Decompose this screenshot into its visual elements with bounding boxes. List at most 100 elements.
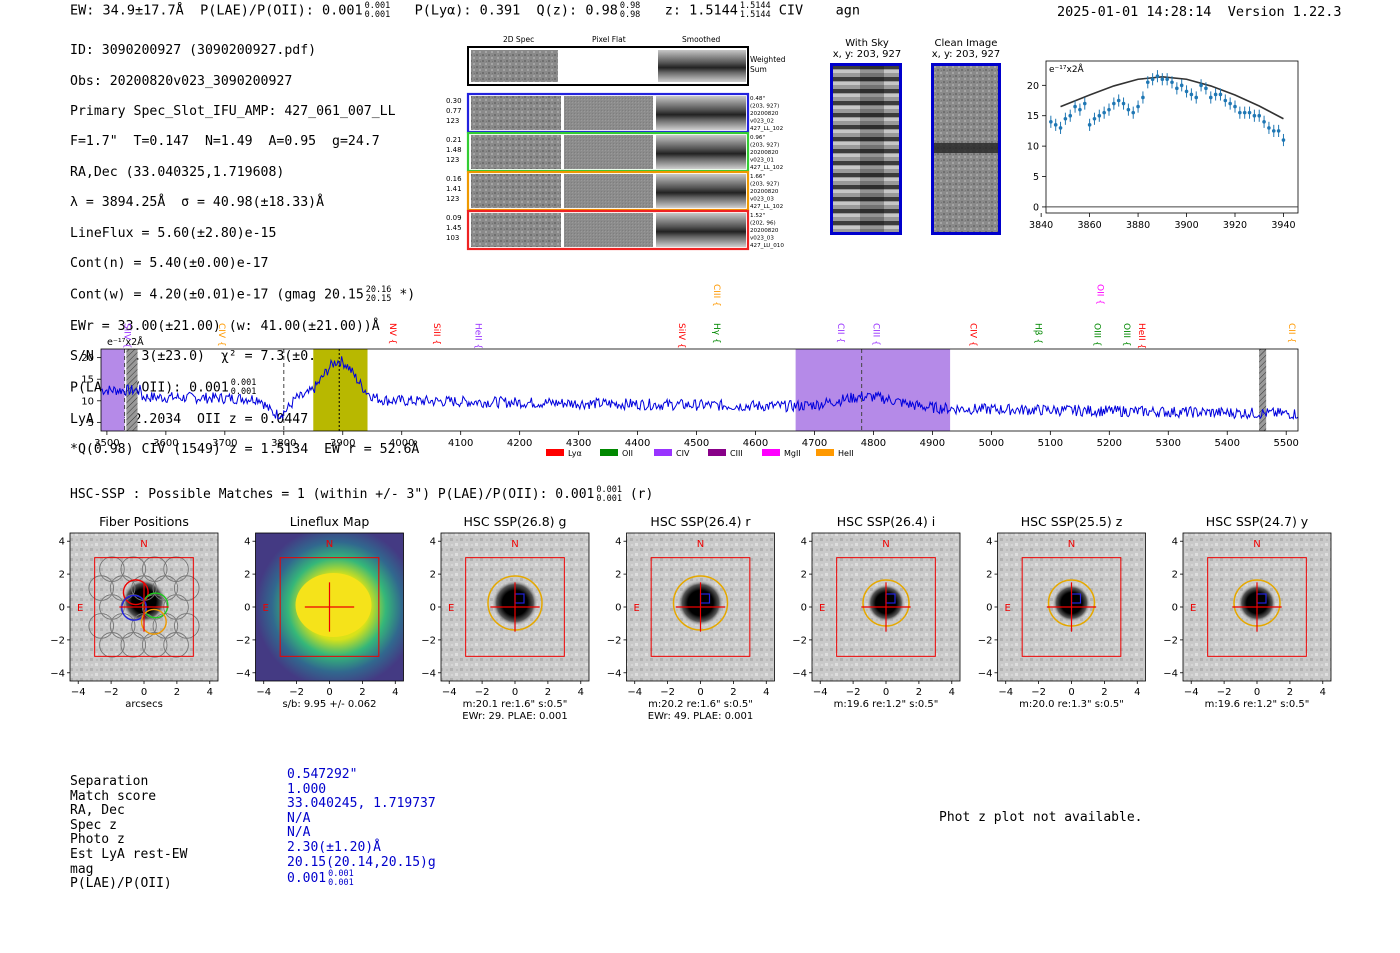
zoom-ytick-label-10: 10 <box>1027 142 1039 153</box>
wide-xtick-label-4000: 4000 <box>389 438 414 449</box>
spec2d-row-b-3: 1.45 <box>446 224 462 232</box>
wide-hatch-right <box>1259 349 1267 431</box>
wide-legend-swatch-1 <box>600 449 618 456</box>
zoom-point-25 <box>1170 80 1174 85</box>
cutout-xtick-label-5-3: 2 <box>1101 687 1107 698</box>
spec2d-row-meta-0-3: v023_02 <box>750 119 774 125</box>
spec2d-row-meta-1-4: 427_LL_102 <box>750 165 783 171</box>
wide-xtick-label-5300: 5300 <box>1156 438 1181 449</box>
zoom-point-46 <box>1271 129 1276 133</box>
cutout-ytick-label-6-1: −2 <box>1163 635 1178 646</box>
cutout-ytick-label-5-0: −4 <box>978 668 993 679</box>
spec2d-panel: 2D Spec Pixel Flat Smoothed Weighted Sum… <box>446 35 786 251</box>
cutout-caption2-3: EWr: 49. PLAE: 0.001 <box>648 711 754 722</box>
cutout-ytick-label-5-4: 4 <box>986 537 992 548</box>
match-label-0: Separation <box>70 774 149 789</box>
cutout-ytick-label-1-0: −4 <box>236 668 251 679</box>
cutout-ytick-label-4-4: 4 <box>801 537 807 548</box>
cutout-ytick-label-1-2: 0 <box>244 603 250 614</box>
zoom-chart-unit: e⁻¹⁷x2Å <box>1049 63 1085 75</box>
zoom-point-22 <box>1155 74 1160 78</box>
zoom-point-32 <box>1204 86 1208 91</box>
zoom-point-29 <box>1189 92 1194 97</box>
cutout-xtick-label-2-0: −4 <box>442 687 457 698</box>
wide-line-label-9: CIII { <box>870 323 880 346</box>
spec2d-row-meta-2-3: v023_03 <box>750 197 774 203</box>
cutout-xtick-label-3-3: 2 <box>730 687 736 698</box>
cutout-compass-n-3: N <box>697 539 704 550</box>
cutout-xtick-label-2-1: −2 <box>475 687 490 698</box>
cutout-ytick-label-4-0: −4 <box>792 668 807 679</box>
cutout-caption-6: m:19.6 re:1.2" s:0.5" <box>1205 699 1310 710</box>
cutout-xtick-label-1-0: −4 <box>256 687 271 698</box>
zoom-point-30 <box>1194 95 1199 100</box>
spec2d-row-smooth-0 <box>656 96 746 130</box>
info-plae: P(LAE)/P(OII): 0.001 0.001 0.001 <box>70 378 257 397</box>
wide-xtick-label-5200: 5200 <box>1097 438 1122 449</box>
cutout-ytick-label-0-2: 0 <box>59 603 65 614</box>
spec2d-weighted-row <box>467 46 749 86</box>
wide-legend-swatch-5 <box>816 449 834 456</box>
cutout-ytick-label-2-3: 2 <box>430 570 436 581</box>
header-plae: P(LAE)/P(OII): 0.001 <box>200 2 363 19</box>
fiber-18 <box>120 632 147 658</box>
wide-legend-label-1: OII <box>622 449 633 458</box>
cutout-xtick-label-6-3: 2 <box>1287 687 1293 698</box>
zoom-point-3 <box>1063 116 1068 121</box>
wide-band-siiv <box>101 349 125 431</box>
zoom-point-1 <box>1053 123 1058 127</box>
wide-xtick-label-3500: 3500 <box>94 438 119 449</box>
zoom-point-7 <box>1082 101 1087 106</box>
match-value-1: 1.000 <box>287 781 327 797</box>
zoom-point-44 <box>1262 120 1266 124</box>
cutout-ytick-label-2-0: −4 <box>421 668 436 679</box>
spec2d-row-b-2: 1.41 <box>446 185 462 193</box>
match-label-4: Photo z <box>70 832 125 848</box>
cutout-xtick-label-6-0: −4 <box>1184 687 1199 698</box>
info-params: F=1.7" T=0.147 N=1.49 A=0.95 g=24.7 <box>70 134 380 150</box>
wide-ytick-label-5: 5 <box>88 418 94 429</box>
zoom-point-13 <box>1112 101 1116 106</box>
zoom-point-31 <box>1199 83 1203 88</box>
info-ewr: EWr = 33.00(±21.00) (w: 41.00(±21.00))Å <box>70 318 380 334</box>
zoom-point-35 <box>1218 92 1223 97</box>
wide-xtick-label-4700: 4700 <box>802 438 827 449</box>
cutout-ytick-label-4-3: 2 <box>801 570 807 581</box>
cutout-xtick-label-3-1: −2 <box>660 687 675 698</box>
match-label-3: Spec z <box>70 817 117 833</box>
spec2d-row-meta-0-1: (203, 927) <box>750 104 779 110</box>
spec2d-col-pixelflat: Pixel Flat <box>592 35 626 44</box>
wide-line-label-15: HeII { <box>1136 323 1146 349</box>
cutout-ytick-label-0-3: 2 <box>59 570 65 581</box>
zoom-point-34 <box>1213 92 1218 97</box>
cutout-title-5: HSC SSP(25.5) z <box>1021 514 1123 529</box>
cutout-caption2-2: EWr: 29. PLAE: 0.001 <box>462 711 568 722</box>
spec2d-row-flat-1 <box>564 135 653 169</box>
header-ew: EW: 34.9±17.7Å <box>70 2 184 19</box>
fiber-17 <box>163 556 189 582</box>
cutout-ytick-label-0-4: 4 <box>59 537 65 548</box>
header-plya: P(Lyα): 0.391 <box>414 2 521 19</box>
cutout-aperture-0 <box>94 557 194 657</box>
zoom-point-14 <box>1116 98 1121 103</box>
zoom-xtick-label-3880: 3880 <box>1126 220 1150 231</box>
cutout-aperture-6 <box>1207 557 1307 657</box>
cutout-title-0: Fiber Positions <box>99 514 189 529</box>
cutout-ytick-label-1-3: 2 <box>244 570 250 581</box>
wide-xtick-label-3600: 3600 <box>153 438 178 449</box>
wide-legend-label-5: HeII <box>838 449 854 458</box>
wide-xtick-label-3700: 3700 <box>212 438 237 449</box>
info-civ: *Q(0.98) CIV (1549) z = 1.5134 EW r = 52… <box>70 442 420 458</box>
wide-line-label-3: SiII { <box>431 323 441 345</box>
spec2d-row-raw-3 <box>471 213 561 247</box>
cutout-ytick-label-6-0: −4 <box>1163 668 1178 679</box>
cutout-panels: Fiber Positions N E −4 −4 −2 −2 0 0 2 2 4 4 arcsecs Li… <box>50 514 1332 722</box>
cutout-xtick-label-3-2: 0 <box>697 687 703 698</box>
wide-xtick-label-4200: 4200 <box>507 438 532 449</box>
wide-ytick-label-15: 15 <box>81 375 94 386</box>
spec2d-row-meta-2-1: (203, 927) <box>750 182 779 188</box>
header-qz-bounds: 0.98 0.98 <box>619 1 641 20</box>
cutout-ytick-label-3-4: 4 <box>615 537 621 548</box>
cutout-xtick-label-5-2: 0 <box>1068 687 1074 698</box>
